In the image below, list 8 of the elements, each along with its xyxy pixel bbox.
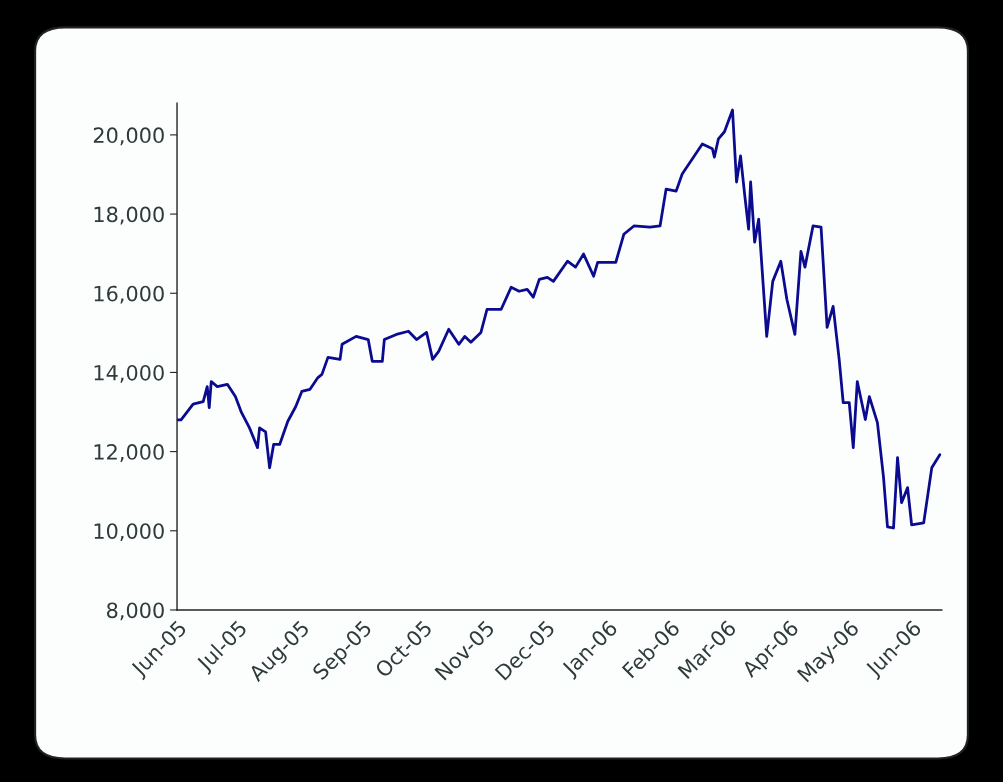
- y-tick-label: 12,000: [94, 444, 164, 462]
- line-series: [177, 108, 942, 530]
- y-tick-label: 8,000: [106, 602, 164, 621]
- y-tick-label: 16,000: [94, 285, 164, 304]
- y-tick-label: 10,000: [94, 523, 164, 542]
- y-tick-label: 20,000: [93, 127, 164, 146]
- y-tick-label: 18,000: [94, 206, 164, 225]
- y-tick-label: 14,000: [94, 364, 164, 383]
